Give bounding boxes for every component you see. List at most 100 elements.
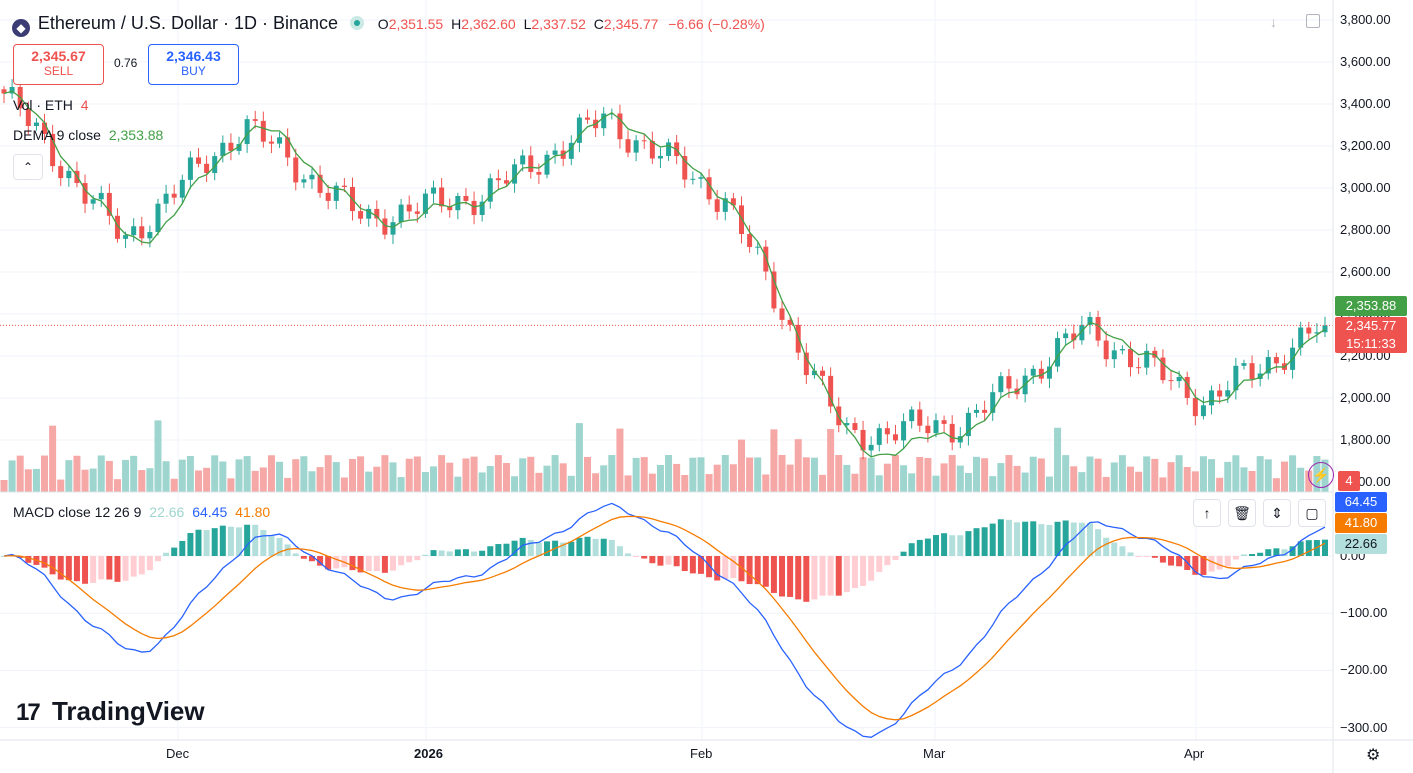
volume-bar bbox=[648, 473, 656, 492]
candle-body bbox=[933, 420, 939, 434]
macd-hist-bar bbox=[568, 541, 575, 556]
volume-bar bbox=[122, 459, 130, 492]
candle-body bbox=[828, 375, 834, 407]
candle-body bbox=[244, 119, 250, 145]
candle-body bbox=[1063, 333, 1069, 339]
macd-hist-bar bbox=[633, 556, 640, 557]
macd-hist-bar bbox=[730, 556, 737, 579]
candle-body bbox=[196, 157, 202, 164]
candle-body bbox=[390, 222, 396, 235]
candle-body bbox=[82, 183, 88, 204]
macd-hist-bar bbox=[49, 556, 56, 575]
macd-hist-bar bbox=[227, 526, 234, 556]
macd-hist-bar bbox=[268, 534, 275, 556]
macd-hist-bar bbox=[317, 556, 324, 566]
candle-body bbox=[179, 179, 185, 198]
candle-body bbox=[9, 87, 15, 94]
move-pane-up-button[interactable]: ↑ bbox=[1193, 499, 1221, 527]
macd-hist-bar bbox=[365, 556, 372, 572]
macd-hist-bar bbox=[284, 544, 291, 556]
volume-bar bbox=[843, 464, 851, 492]
candle-body bbox=[876, 428, 882, 445]
volume-bar bbox=[105, 460, 113, 492]
macd-hist-bar bbox=[179, 540, 186, 556]
price-tick-label: 3,200.00 bbox=[1340, 138, 1391, 153]
volume-bar bbox=[195, 470, 203, 492]
candle-body bbox=[1257, 373, 1263, 380]
volume-bar bbox=[1280, 461, 1288, 492]
volume-bar bbox=[1175, 455, 1183, 492]
volume-bar bbox=[454, 476, 462, 492]
candle-body bbox=[1306, 327, 1312, 334]
time-tick-label: 2026 bbox=[414, 746, 443, 761]
collapse-legend-button[interactable]: ⌃ bbox=[13, 154, 43, 180]
lightning-icon[interactable]: ⚡ bbox=[1308, 462, 1334, 488]
macd-hist-tag: 22.66 bbox=[1335, 534, 1387, 554]
macd-hist-bar bbox=[714, 556, 721, 581]
macd-hist-bar bbox=[543, 541, 550, 556]
symbol-title[interactable]: Ethereum / U.S. Dollar · 1D · Binance bbox=[37, 13, 339, 33]
macd-hist-bar bbox=[17, 556, 24, 558]
candle-body bbox=[123, 235, 129, 239]
volume-bar bbox=[1118, 455, 1126, 492]
volume-bar bbox=[632, 457, 640, 492]
macd-hist-bar bbox=[746, 556, 753, 585]
candle-body bbox=[1160, 357, 1166, 381]
macd-hist-bar bbox=[941, 533, 948, 556]
macd-hist-bar bbox=[82, 556, 89, 584]
candle-body bbox=[1176, 376, 1182, 382]
volume-bar bbox=[900, 465, 908, 492]
download-icon[interactable]: ↓ bbox=[1270, 14, 1277, 30]
delete-pane-button[interactable]: 🗑 bbox=[1228, 499, 1256, 527]
tradingview-logo[interactable]: 17 TradingView bbox=[16, 696, 205, 727]
fullscreen-icon[interactable] bbox=[1306, 14, 1320, 28]
buy-button[interactable]: 2,346.43 BUY bbox=[148, 44, 239, 85]
candle-body bbox=[1046, 366, 1052, 379]
candle-body bbox=[1136, 367, 1142, 369]
candle-body bbox=[641, 140, 647, 142]
volume-bar bbox=[486, 466, 494, 492]
macd-legend[interactable]: MACD close 12 26 9 22.66 64.45 41.80 bbox=[13, 504, 270, 520]
candle-body bbox=[106, 192, 112, 216]
volume-bar bbox=[559, 463, 567, 492]
volume-bar bbox=[178, 459, 186, 492]
candle-body bbox=[1209, 390, 1215, 406]
volume-bar bbox=[1094, 458, 1102, 492]
volume-bar bbox=[1037, 458, 1045, 492]
candle-body bbox=[1127, 349, 1133, 368]
settings-icon[interactable]: ⚙ bbox=[1366, 747, 1381, 764]
macd-hist-bar bbox=[689, 556, 696, 574]
dema-legend[interactable]: DEMA 9 close 2,353.88 bbox=[13, 127, 163, 143]
candle-body bbox=[901, 421, 907, 441]
candle-body bbox=[366, 208, 372, 219]
volume-price-tag: 4 bbox=[1338, 471, 1360, 491]
volume-bar bbox=[1126, 466, 1134, 492]
volume-bar bbox=[1070, 466, 1078, 492]
volume-bar bbox=[251, 470, 259, 492]
macd-hist-bar bbox=[1022, 521, 1029, 556]
candle-body bbox=[576, 117, 582, 143]
maximize-pane-button[interactable]: ▢ bbox=[1298, 499, 1326, 527]
candle-body bbox=[204, 163, 210, 173]
low-label: L bbox=[523, 16, 532, 32]
macd-hist-bar bbox=[592, 538, 599, 556]
collapse-pane-button[interactable]: ⇕ bbox=[1263, 499, 1291, 527]
candle-body bbox=[98, 192, 104, 200]
volume-bar bbox=[762, 474, 770, 492]
volume-bar bbox=[932, 475, 940, 492]
volume-legend[interactable]: Vol · ETH 4 bbox=[13, 97, 89, 113]
candle-body bbox=[406, 204, 412, 212]
candle-body bbox=[25, 108, 31, 126]
candle-body bbox=[1314, 332, 1320, 334]
volume-bar bbox=[413, 456, 421, 492]
candle-body bbox=[1249, 363, 1255, 380]
macd-hist-bar bbox=[535, 542, 542, 556]
volume-bar bbox=[956, 465, 964, 492]
macd-hist-bar bbox=[138, 556, 145, 575]
volume-bar bbox=[340, 477, 348, 492]
candle-body bbox=[625, 139, 631, 153]
macd-hist-bar bbox=[819, 556, 826, 596]
macd-label: MACD close 12 26 9 bbox=[13, 504, 142, 520]
sell-button[interactable]: 2,345.67 SELL bbox=[13, 44, 104, 85]
